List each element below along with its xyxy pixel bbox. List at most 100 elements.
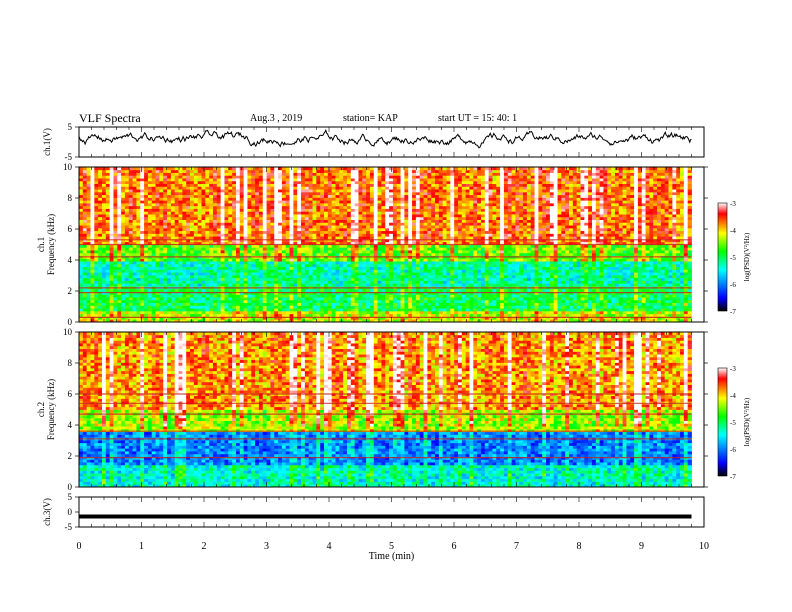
spectrogram-cell xyxy=(366,269,371,273)
spectrogram-cell xyxy=(515,297,520,301)
spectrogram-cell xyxy=(293,244,298,248)
spectrogram-cell xyxy=(151,244,156,248)
spectrogram-cell xyxy=(224,294,229,298)
spectrogram-cell xyxy=(396,302,401,306)
spectrogram-cell xyxy=(477,258,482,262)
spectrogram-cell xyxy=(324,261,329,265)
spectrogram-cell xyxy=(442,299,447,304)
spectrogram-cell xyxy=(595,247,601,251)
spectrogram-cell xyxy=(507,299,512,304)
spectrogram-cell xyxy=(683,313,689,317)
spectrogram-cell xyxy=(419,272,424,276)
spectrogram-cell xyxy=(385,236,390,240)
spectrogram-cell xyxy=(159,283,164,287)
spectrogram-cell xyxy=(442,274,447,279)
spectrogram-cell xyxy=(546,297,551,301)
spectrogram-cell xyxy=(94,308,99,312)
spectrogram-cell xyxy=(251,294,256,298)
spectrogram-cell xyxy=(170,250,176,254)
spectrogram-cell xyxy=(488,302,493,306)
spectrogram-cell xyxy=(274,252,279,256)
spectrogram-cell xyxy=(124,280,130,284)
spectrogram-cell xyxy=(109,244,114,248)
spectrogram-cell xyxy=(193,299,199,304)
spectrogram-cell xyxy=(251,277,256,281)
spectrogram-cell xyxy=(163,261,168,265)
spectrogram-cell xyxy=(588,319,593,323)
spectrogram-cell xyxy=(408,252,413,256)
spectrogram-cell xyxy=(320,274,325,279)
spectrogram-cell xyxy=(611,319,616,323)
spectrogram-cell xyxy=(630,258,635,262)
spectrogram-cell xyxy=(193,252,199,256)
spectrogram-cell xyxy=(465,313,470,317)
spectrogram-cell xyxy=(151,294,156,298)
spectrogram-cell xyxy=(519,288,524,292)
spectrogram-cell xyxy=(331,247,336,251)
spectrogram-cell xyxy=(618,261,623,265)
spectrogram-cell xyxy=(297,244,302,248)
spectrogram-cell xyxy=(373,283,378,287)
spectrogram-cell xyxy=(155,319,160,323)
spectrogram-cell xyxy=(79,247,84,251)
spectrogram-cell xyxy=(496,250,501,254)
spectrogram-cell xyxy=(603,313,608,317)
spectrogram-cell xyxy=(339,305,344,309)
spectrogram-cell xyxy=(308,236,313,240)
spectrogram-cell xyxy=(446,297,451,301)
spectrogram-cell xyxy=(408,241,413,245)
spectrogram-cell xyxy=(346,247,352,251)
spectrogram-cell xyxy=(136,305,141,309)
spectrogram-cell xyxy=(366,261,371,265)
spectrogram-cell xyxy=(354,247,359,251)
spectrogram-cell xyxy=(680,280,685,284)
spectrogram-cell xyxy=(526,283,532,287)
spectrogram-cell xyxy=(159,266,164,270)
spectrogram-cell xyxy=(515,244,520,248)
spectrogram-cell xyxy=(258,238,264,243)
spectrogram-cell xyxy=(534,297,539,301)
spectrogram-cell xyxy=(362,266,367,270)
spectrogram-cell xyxy=(469,250,474,254)
spectrogram-cell xyxy=(281,305,287,309)
spectrogram-cell xyxy=(174,310,179,315)
spectrogram-cell xyxy=(151,250,156,254)
spectrogram-cell xyxy=(105,272,111,276)
spectrogram-cell xyxy=(492,241,497,245)
spectrogram-cell xyxy=(442,250,447,254)
spectrogram-cell xyxy=(519,305,524,309)
spectrogram-cell xyxy=(124,261,130,265)
spectrogram-cell xyxy=(266,269,271,273)
spectrogram-cell xyxy=(580,313,585,317)
spectrogram-cell xyxy=(572,244,578,248)
spectrogram-cell xyxy=(105,283,111,287)
spectrogram-cell xyxy=(672,313,677,317)
spectrogram-cell xyxy=(301,258,306,262)
spectrogram-cell xyxy=(534,274,539,279)
spectrogram-cell xyxy=(450,274,455,279)
spectrogram-cell xyxy=(668,294,673,298)
spectrogram-cell xyxy=(327,236,333,240)
spectrogram-cell xyxy=(308,238,313,243)
spectrogram-cell xyxy=(109,236,114,240)
spectrogram-cell xyxy=(664,258,669,262)
spectrogram-cell xyxy=(82,316,88,320)
spectrogram-cell xyxy=(435,305,440,309)
spectrogram-cell xyxy=(167,261,172,265)
spectrogram-cell xyxy=(144,313,149,317)
spectrogram-cell xyxy=(630,288,635,292)
spectrogram-cell xyxy=(492,250,497,254)
spectrogram-cell xyxy=(304,261,310,265)
spectrogram-cell xyxy=(101,299,107,304)
spectrogram-cell xyxy=(534,280,539,284)
station-label: station= KAP xyxy=(343,113,398,124)
spectrogram-cell xyxy=(350,274,356,279)
spectrogram-cell xyxy=(193,288,199,292)
spectrogram-cell xyxy=(561,283,566,287)
spectrogram-cell xyxy=(565,250,570,254)
spectrogram-cell xyxy=(480,250,486,254)
spectrogram-cell xyxy=(649,288,654,292)
spectrogram-cell xyxy=(109,280,114,284)
spectrogram-cell xyxy=(270,280,275,284)
spectrogram-cell xyxy=(603,269,608,273)
